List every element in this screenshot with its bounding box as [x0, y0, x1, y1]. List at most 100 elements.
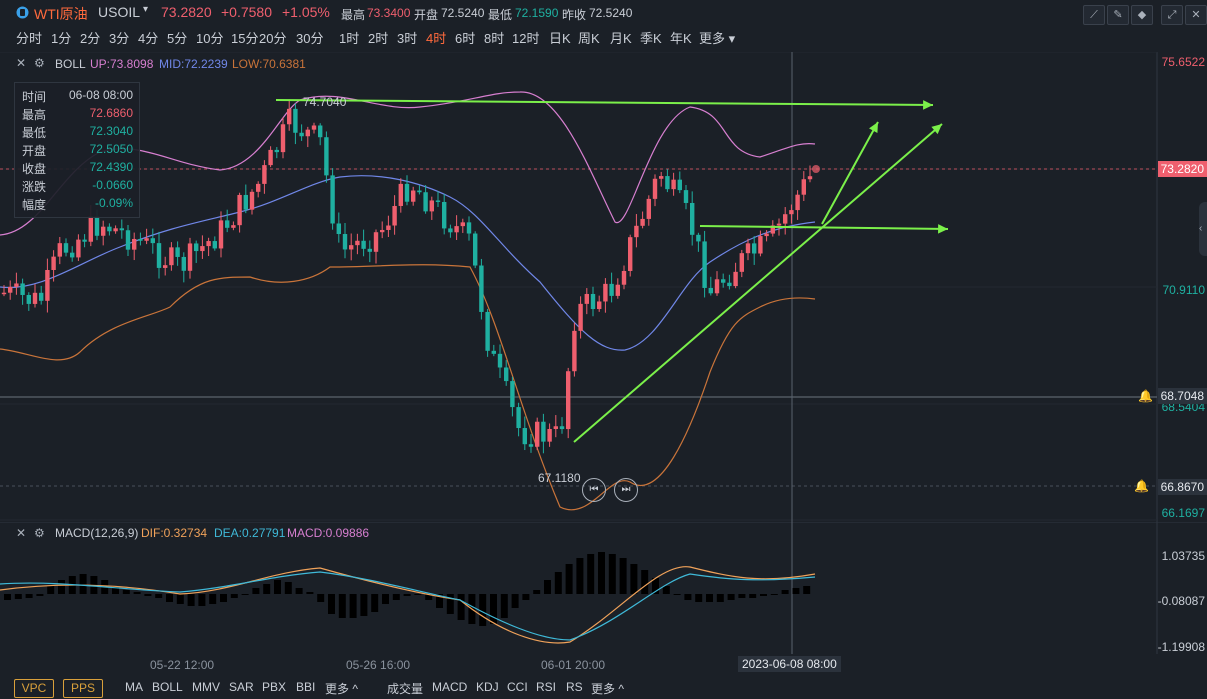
- sub-indicator-2[interactable]: KDJ: [476, 680, 499, 694]
- timeframe-5[interactable]: 5分: [167, 31, 188, 46]
- sub-indicator-0[interactable]: 成交量: [387, 682, 424, 696]
- sub-indicator-5[interactable]: RS: [566, 680, 583, 694]
- candle-body: [132, 238, 137, 250]
- timeframe-6[interactable]: 10分: [196, 31, 224, 46]
- candle-body: [764, 233, 769, 237]
- candle-body: [349, 245, 354, 250]
- close-chart-button[interactable]: ✕: [1185, 5, 1207, 25]
- macd-histogram-bar: [25, 594, 33, 598]
- pps-button[interactable]: PPS: [63, 679, 103, 698]
- macd-dea-value: DEA:0.27791: [214, 526, 286, 540]
- timeframe-1[interactable]: 1分: [51, 31, 72, 46]
- timeframe-11[interactable]: 2时: [368, 31, 389, 46]
- indicator-bar: VPC PPS MA BOLL MMV SAR PBX BBI 更多 ^ 成交量 MACD KDJ…: [0, 676, 1207, 699]
- crosshair-bell-icon[interactable]: 🔔: [1138, 389, 1153, 403]
- tooltip-time-value: 06-08 08:00: [68, 88, 133, 102]
- candle-body: [466, 222, 472, 234]
- eraser-tool-button[interactable]: ◆: [1131, 5, 1153, 25]
- candle-body: [175, 247, 180, 257]
- timeframe-0[interactable]: 分时: [16, 31, 43, 46]
- candle-body: [770, 225, 775, 234]
- support-trendline: [699, 225, 949, 230]
- time-label-2: 05-26 16:00: [346, 658, 411, 672]
- line-tool-button[interactable]: ⟋: [1083, 5, 1105, 25]
- macd-chart[interactable]: [0, 522, 1207, 654]
- alert-bell-icon[interactable]: 🔔: [1134, 479, 1149, 493]
- candle-body: [45, 270, 50, 301]
- timeframe-14[interactable]: 6时: [455, 31, 476, 46]
- candle-body: [435, 200, 441, 202]
- scroll-next-icon[interactable]: ⏭: [614, 478, 638, 502]
- macd-close-icon[interactable]: ✕: [16, 526, 27, 540]
- boll-upper-band: [0, 91, 816, 236]
- timeframe-2[interactable]: 2分: [80, 31, 101, 46]
- macd-histogram-bar: [490, 594, 497, 624]
- candle-body: [51, 256, 56, 271]
- support-trendline-head: [938, 224, 948, 234]
- timeframe-12[interactable]: 3时: [397, 31, 418, 46]
- macd-histogram-bar: [716, 594, 724, 602]
- candle-body: [256, 183, 261, 192]
- macd-panel[interactable]: ✕ ⚙ MACD(12,26,9) DIF:0.32734 DEA:0.2779…: [0, 522, 1207, 654]
- timeframe-8[interactable]: 20分: [259, 31, 287, 46]
- hide-indicator-close-icon[interactable]: ✕: [16, 56, 27, 70]
- main-indicator-6[interactable]: 更多 ^: [325, 682, 358, 696]
- main-indicator-list: MA BOLL MMV SAR PBX BBI 更多 ^ 成交量 MACD KDJ CCI RSI RS…: [0, 676, 1207, 699]
- candle-body: [14, 283, 19, 287]
- symbol-code[interactable]: USOIL: [98, 4, 141, 20]
- candle-body: [572, 330, 577, 372]
- candle-body: [144, 238, 149, 241]
- prev-close-value: 72.5240: [589, 6, 633, 20]
- timeframe-18[interactable]: 周K: [578, 31, 600, 46]
- candle-body: [727, 282, 732, 287]
- macd-histogram-bar: [749, 594, 757, 598]
- timeframe-9[interactable]: 30分: [296, 31, 324, 46]
- timeframe-13[interactable]: 4时: [426, 31, 447, 46]
- main-indicator-0[interactable]: MA: [125, 680, 143, 694]
- candle-body: [621, 270, 627, 285]
- fullscreen-button[interactable]: ⤢: [1161, 5, 1183, 25]
- sub-indicator-4[interactable]: RSI: [536, 680, 557, 694]
- candle-body: [677, 179, 682, 191]
- timeframe-19[interactable]: 月K: [610, 31, 632, 46]
- timeframe-3[interactable]: 3分: [109, 31, 130, 46]
- tooltip-close-label: 收盘: [22, 162, 47, 176]
- main-indicator-5[interactable]: BBI: [296, 680, 316, 694]
- macd-histogram-bar: [792, 588, 800, 594]
- sub-indicator-6[interactable]: 更多 ^: [591, 682, 624, 696]
- timeframe-20[interactable]: 季K: [640, 31, 662, 46]
- candle-body: [578, 303, 583, 331]
- draw-tool-button[interactable]: ✎: [1107, 5, 1129, 25]
- timeframe-21[interactable]: 年K: [670, 31, 692, 46]
- tooltip-change-value: -0.0660: [92, 178, 133, 192]
- timeframe-4[interactable]: 4分: [138, 31, 159, 46]
- high-label: 最高: [341, 8, 366, 22]
- scroll-prev-icon[interactable]: ⏮: [582, 478, 606, 502]
- indicator-settings-icon[interactable]: ⚙: [34, 56, 45, 70]
- vpc-button[interactable]: VPC: [14, 679, 54, 698]
- main-indicator-2[interactable]: MMV: [192, 680, 220, 694]
- main-indicator-1[interactable]: BOLL: [152, 680, 183, 694]
- macd-histogram-bar: [500, 594, 508, 618]
- symbol-name[interactable]: WTI原油: [34, 6, 88, 22]
- main-indicator-4[interactable]: PBX: [262, 680, 287, 694]
- timeframe-15[interactable]: 8时: [484, 31, 505, 46]
- candle-body: [32, 292, 38, 304]
- collapse-panel-icon[interactable]: ‹: [1199, 202, 1207, 256]
- timeframe-17[interactable]: 日K: [549, 31, 571, 46]
- symbol-dropdown-icon[interactable]: ▾: [143, 4, 149, 15]
- timeframe-16[interactable]: 12时: [512, 31, 540, 46]
- candlestick-chart[interactable]: [0, 52, 1207, 522]
- main-indicator-3[interactable]: SAR: [229, 680, 254, 694]
- sub-indicator-1[interactable]: MACD: [432, 680, 468, 694]
- sub-indicator-3[interactable]: CCI: [507, 680, 528, 694]
- macd-histogram-bar: [662, 586, 670, 594]
- timeframe-22[interactable]: 更多 ▾: [699, 31, 736, 46]
- candle-body: [107, 226, 112, 232]
- candle-body: [541, 421, 546, 442]
- main-chart-panel[interactable]: ✕ ⚙ BOLL UP:73.8098 MID:72.2239 LOW:70.6…: [0, 52, 1207, 522]
- timeframe-10[interactable]: 1时: [339, 31, 360, 46]
- price-change: +0.7580: [221, 4, 272, 20]
- macd-settings-icon[interactable]: ⚙: [34, 526, 45, 540]
- timeframe-7[interactable]: 15分: [231, 31, 259, 46]
